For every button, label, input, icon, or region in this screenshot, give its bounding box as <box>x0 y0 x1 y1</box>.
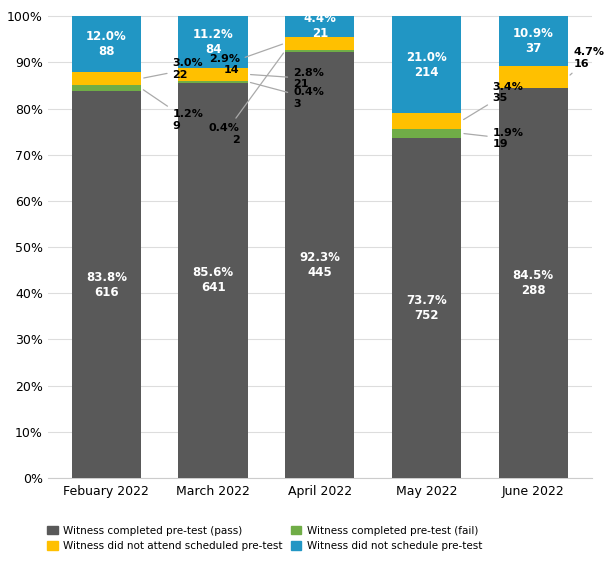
Bar <box>72 91 141 478</box>
Bar <box>179 68 248 81</box>
Bar <box>392 16 461 113</box>
Bar <box>179 83 248 478</box>
Bar <box>285 16 354 37</box>
Text: 4.7%
16: 4.7% 16 <box>570 47 605 75</box>
Legend: Witness completed pre-test (pass), Witness did not attend scheduled pre-test, Wi: Witness completed pre-test (pass), Witne… <box>47 526 482 551</box>
Text: 12.0%
88: 12.0% 88 <box>86 30 126 58</box>
Text: 3.4%
35: 3.4% 35 <box>464 82 524 120</box>
Text: 4.4%
21: 4.4% 21 <box>303 12 336 40</box>
Text: 1.9%
19: 1.9% 19 <box>464 128 524 149</box>
Text: 84.5%
288: 84.5% 288 <box>513 269 554 297</box>
Text: 2.9%
14: 2.9% 14 <box>209 44 282 75</box>
Text: 2.8%
21: 2.8% 21 <box>251 68 324 89</box>
Text: 85.6%
641: 85.6% 641 <box>193 266 234 294</box>
Text: 73.7%
752: 73.7% 752 <box>406 294 447 322</box>
Bar <box>499 88 568 478</box>
Text: 21.0%
214: 21.0% 214 <box>406 51 447 79</box>
Bar <box>392 113 461 129</box>
Bar <box>179 81 248 83</box>
Bar <box>499 16 568 66</box>
Text: 83.8%
616: 83.8% 616 <box>86 271 127 298</box>
Bar <box>285 50 354 52</box>
Text: 3.0%
22: 3.0% 22 <box>144 58 203 80</box>
Text: 10.9%
37: 10.9% 37 <box>513 27 554 55</box>
Text: 0.4%
3: 0.4% 3 <box>251 82 324 109</box>
Text: 0.4%
2: 0.4% 2 <box>209 53 284 145</box>
Bar <box>285 52 354 478</box>
Bar <box>72 72 141 86</box>
Text: 92.3%
445: 92.3% 445 <box>300 251 340 279</box>
Text: 11.2%
84: 11.2% 84 <box>193 28 233 56</box>
Text: 1.2%
9: 1.2% 9 <box>143 90 203 131</box>
Bar <box>499 66 568 88</box>
Bar <box>392 129 461 138</box>
Bar <box>72 16 141 72</box>
Bar <box>285 37 354 50</box>
Bar <box>392 138 461 478</box>
Bar <box>72 86 141 91</box>
Bar <box>179 16 248 68</box>
